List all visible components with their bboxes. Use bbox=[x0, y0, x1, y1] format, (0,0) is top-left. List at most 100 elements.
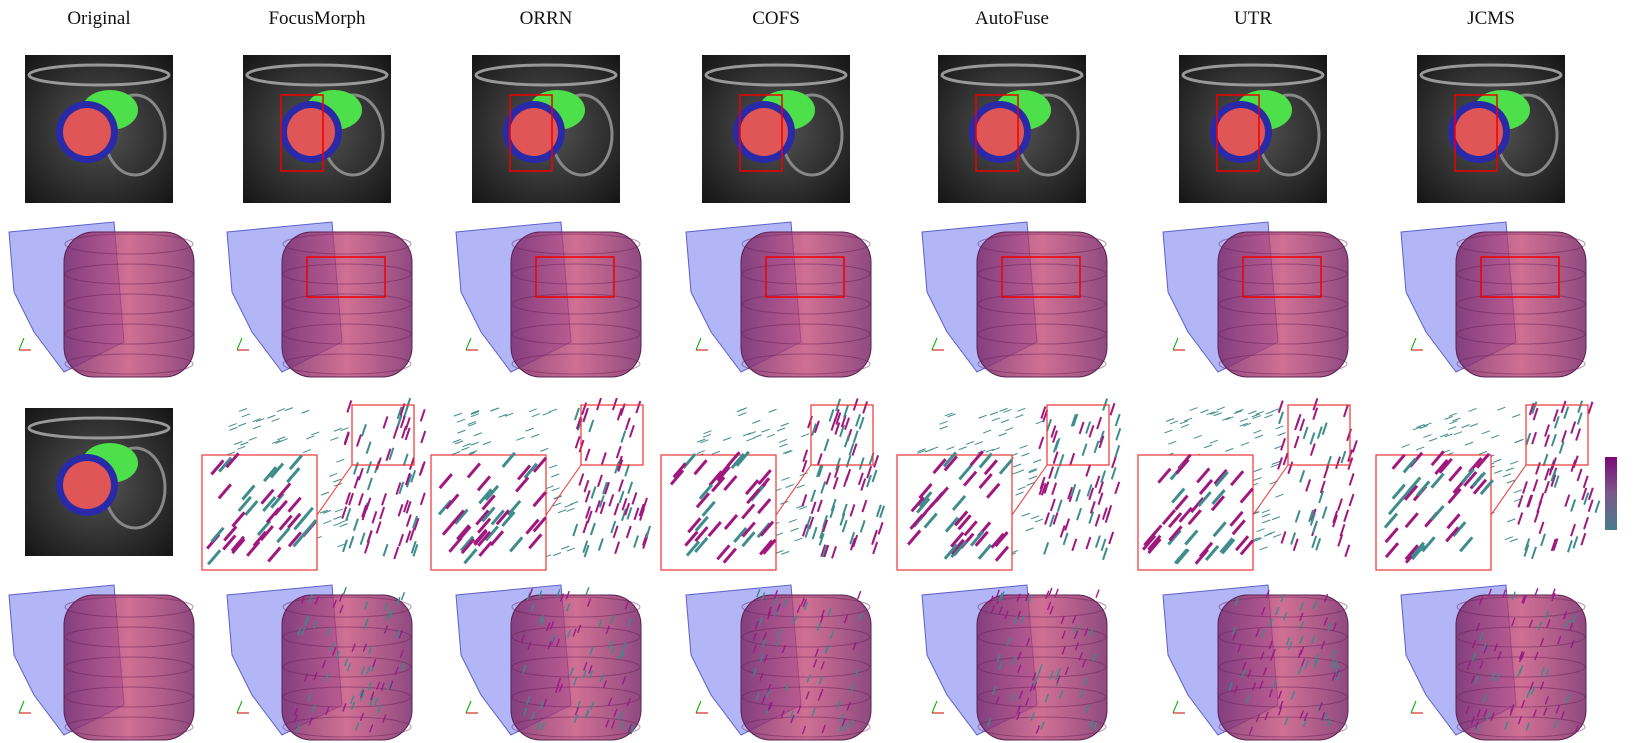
vector-arrow bbox=[590, 701, 595, 710]
vector-arrow bbox=[602, 481, 608, 495]
vector-arrow bbox=[1320, 640, 1326, 650]
lv-seg bbox=[740, 108, 788, 156]
vector-arrow bbox=[743, 432, 752, 437]
vector-arrow bbox=[620, 508, 627, 521]
zoom-box bbox=[1287, 404, 1351, 466]
axis-glyph bbox=[236, 700, 243, 714]
highlight-box bbox=[509, 94, 553, 172]
vector-arrow bbox=[1252, 415, 1261, 420]
vector-arrow bbox=[817, 464, 824, 478]
vector-arrow bbox=[572, 628, 577, 637]
vector-arrow bbox=[833, 465, 840, 478]
vector-arrow bbox=[794, 537, 803, 542]
vector-arrow bbox=[246, 540, 261, 557]
vector-arrow bbox=[1275, 493, 1284, 498]
vector-arrow bbox=[382, 714, 387, 723]
vector-arrow bbox=[608, 494, 615, 507]
vector-arrow bbox=[642, 497, 648, 511]
vector-arrow bbox=[1535, 462, 1541, 475]
vector-arrow bbox=[628, 425, 635, 438]
vector-arrow bbox=[598, 495, 605, 508]
vector-arrow bbox=[1416, 480, 1431, 497]
vector-arrow bbox=[1198, 541, 1214, 558]
lv-volume bbox=[510, 231, 642, 378]
vector-arrow bbox=[1404, 512, 1419, 529]
vector-arrow bbox=[462, 443, 471, 448]
vector-arrow bbox=[1461, 424, 1470, 429]
vector-arrow bbox=[978, 452, 993, 469]
vector-arrow bbox=[313, 620, 318, 630]
vector-arrow bbox=[585, 587, 590, 596]
vector-arrow bbox=[846, 701, 851, 711]
vector-arrow bbox=[1017, 664, 1022, 674]
vector-arrow bbox=[1168, 525, 1183, 542]
vector-arrow bbox=[361, 507, 368, 521]
volume-ring bbox=[64, 233, 194, 255]
vector-arrow bbox=[589, 646, 594, 656]
vector-arrow bbox=[694, 515, 709, 532]
vector-arrow bbox=[1268, 689, 1273, 698]
vector-arrow bbox=[998, 458, 1014, 475]
vector-arrow bbox=[801, 725, 807, 735]
lv-seg bbox=[63, 461, 111, 509]
vector-arrow bbox=[314, 596, 319, 605]
vector-arrow bbox=[468, 422, 477, 427]
vector-arrow bbox=[1006, 637, 1011, 646]
vector-arrow bbox=[1147, 538, 1162, 554]
volume-ring bbox=[1218, 656, 1348, 678]
vector-arrow bbox=[1079, 689, 1085, 699]
vector-arrow bbox=[1211, 489, 1226, 505]
vector-arrow bbox=[1045, 590, 1050, 599]
vector-arrow bbox=[1542, 453, 1549, 467]
vector-arrow bbox=[501, 510, 516, 527]
vector-arrow bbox=[816, 453, 823, 466]
vector-arrow bbox=[406, 473, 413, 487]
vector-arrow bbox=[355, 722, 360, 731]
vector-arrow bbox=[1311, 535, 1318, 549]
vector-arrow bbox=[404, 427, 411, 441]
vector-arrow bbox=[1101, 507, 1108, 520]
vector-arrow bbox=[293, 514, 308, 531]
vector-arrow bbox=[545, 485, 554, 490]
vector-arrow bbox=[1035, 725, 1041, 734]
vector-arrow bbox=[952, 540, 968, 557]
vector-arrow bbox=[395, 629, 401, 639]
vector-arrow bbox=[383, 625, 389, 634]
vector-arrow bbox=[761, 638, 766, 648]
vector-arrow bbox=[805, 691, 810, 700]
vector-arrow bbox=[627, 617, 632, 627]
vector-arrow bbox=[1054, 588, 1059, 598]
vector-arrow bbox=[978, 414, 987, 419]
vector-arrow bbox=[633, 507, 640, 521]
volume-ring bbox=[977, 323, 1107, 345]
vector-arrow bbox=[615, 445, 622, 459]
vector-arrow bbox=[1044, 512, 1050, 525]
vector-arrow bbox=[761, 428, 770, 433]
vector-arrow bbox=[1012, 463, 1022, 468]
vector-arrow bbox=[210, 526, 225, 543]
vector-arrow bbox=[1544, 467, 1550, 481]
vector-arrow bbox=[1026, 481, 1035, 486]
volume-ring bbox=[64, 656, 194, 678]
vector-arrow bbox=[1522, 481, 1528, 494]
vector-arrow bbox=[839, 424, 845, 438]
vector-arrow bbox=[297, 626, 302, 636]
volume-ring bbox=[1218, 353, 1348, 375]
axis-glyph bbox=[465, 337, 472, 351]
vector-arrow bbox=[1560, 400, 1567, 414]
vector-arrow bbox=[409, 528, 416, 541]
vector-arrow bbox=[800, 433, 810, 438]
vector-arrow bbox=[861, 499, 868, 513]
vector-arrow bbox=[1423, 434, 1432, 439]
vector-arrow bbox=[252, 418, 261, 423]
vector-arrow bbox=[1147, 534, 1162, 551]
vector-arrow bbox=[1168, 440, 1177, 445]
vector-arrow bbox=[454, 508, 469, 525]
vector-arrow bbox=[412, 515, 418, 529]
vector-arrow bbox=[1255, 410, 1264, 415]
vector-arrow bbox=[1309, 432, 1316, 445]
vector-arrow bbox=[230, 535, 246, 552]
method-column: JCMS bbox=[1375, 8, 1601, 741]
vector-arrow bbox=[1284, 716, 1289, 726]
vector-arrow bbox=[366, 461, 372, 474]
